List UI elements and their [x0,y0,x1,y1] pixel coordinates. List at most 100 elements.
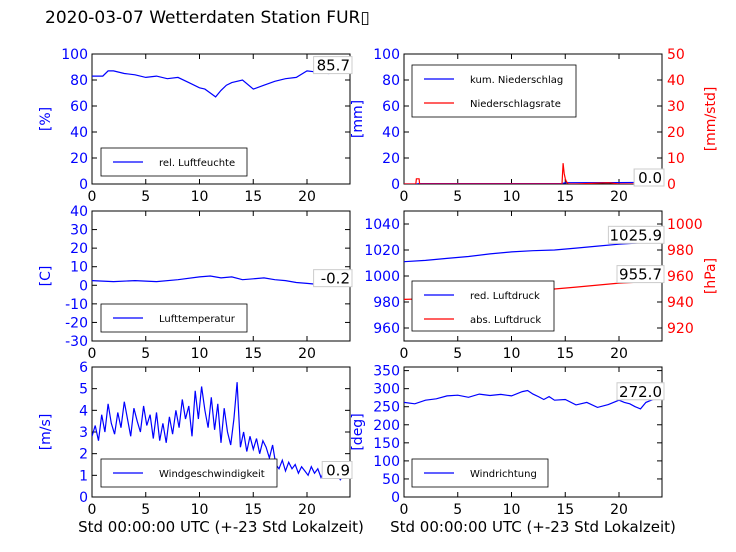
y-tick-label: 40 [382,125,400,141]
y-right-tick-label: 920 [667,321,694,337]
y-axis-label: [m/s] [38,414,54,451]
legend-entry: Lufttemperatur [159,314,236,325]
series-line-precip-1 [404,163,662,184]
x-tick-label: 10 [503,502,521,518]
last-value-box [607,225,665,244]
y-axis-label-right: [mm/std] [703,87,719,152]
y-tick-label: 30 [70,223,88,239]
y-tick-label: 60 [382,99,400,115]
last-value-box [321,461,353,479]
y-axis-label-right: [hPa] [703,258,719,294]
y-tick-label: 20 [70,241,88,257]
x-tick-label: 10 [191,189,209,205]
y-axis-label: [mm] [350,100,366,138]
y-tick-label: 0 [391,177,400,193]
y-right-tick-label: 10 [667,151,685,167]
y-tick-label: -10 [65,297,88,313]
y-tick-label: 6 [79,360,88,376]
x-tick-label: 20 [610,189,628,205]
legend-entry: red. Luftdruck [470,291,540,302]
y-right-tick-label: 940 [667,295,694,311]
last-value-box [616,382,665,401]
y-axis-label: [%] [38,107,54,131]
series-line-wind_speed-0 [92,382,350,481]
x-tick-label: 5 [453,189,462,205]
x-tick-label: 15 [556,346,574,362]
y-tick-label: 10 [70,260,88,276]
y-tick-label: 40 [70,125,88,141]
y-tick-label: 100 [373,47,400,63]
legend-entry: Windrichtung [470,469,537,480]
y-tick-label: 2 [79,447,88,463]
x-tick-label: 20 [298,189,316,205]
page-title: 2020-03-07 Wetterdaten Station FUR▯ [45,8,370,28]
x-tick-label: 0 [400,502,409,518]
chart-precip: 0 5 10 15 20 0 20 40 60 80 100 0 10 20 30 40 50 [mm] [mm/s… [350,47,719,205]
series-line-wind_direction-0 [404,389,662,410]
x-tick-label: 20 [610,502,628,518]
y-tick-label: 50 [382,472,400,488]
x-tick-label: 20 [298,502,316,518]
y-tick-label: 960 [373,321,400,337]
last-value-label: 0.9 [326,462,350,480]
y-tick-label: -20 [65,315,88,331]
x-tick-label: 10 [503,346,521,362]
y-tick-label: 20 [70,151,88,167]
legend-entry: Windgeschwindigkeit [159,469,265,480]
legend-entry: rel. Luftfeuchte [159,158,235,169]
y-tick-label: 20 [382,151,400,167]
legend-entry: Niederschlagsrate [470,99,561,110]
y-tick-label: 1 [79,468,88,484]
y-tick-label: 80 [70,73,88,89]
y-right-tick-label: 980 [667,243,694,259]
chart-temperature: 0 5 10 15 20 -30 -20 -10 0 10 20 30 40 [C] -0.2 Lufttem… [38,204,353,362]
y-axis-label: [deg] [350,413,366,450]
chart-wind_direction: 0 5 10 15 20050100150200250300350[deg]272.0W… [350,364,665,518]
legend-box [411,64,577,118]
x-tick-label: 20 [610,346,628,362]
x-tick-label: 5 [141,189,150,205]
series-line-humidity-0 [92,70,350,98]
y-right-tick-label: 1000 [667,217,703,233]
last-value-label: -0.2 [321,270,350,288]
y-tick-label: 0 [79,490,88,506]
chart-humidity: 0 5 10 15 20 0 20 40 60 80 100 [%] 85.7 rel. Luftfeuc… [38,47,353,205]
last-value-box [633,168,665,187]
y-tick-label: 350 [373,364,400,380]
chart-pressure: 0 5 10 15 2096098010001020104092094096098010… [364,210,719,362]
last-value-box [616,265,665,284]
x-tick-label: 5 [453,502,462,518]
x-tick-label: 15 [244,346,262,362]
x-tick-label: 10 [503,189,521,205]
series-line-pressure-0 [404,241,662,263]
y-tick-label: 980 [373,295,400,311]
x-tick-label: 0 [88,189,97,205]
x-tick-label: 15 [244,502,262,518]
y-tick-label: 0 [391,490,400,506]
last-value-box [313,269,353,288]
y-tick-label: -30 [65,334,88,350]
last-value-label: 955.7 [619,266,662,284]
x-tick-label: 15 [556,189,574,205]
y-right-tick-label: 30 [667,99,685,115]
y-tick-label: 4 [79,403,88,419]
last-value-label: 1025.9 [610,226,663,244]
x-tick-label: 0 [400,189,409,205]
y-tick-label: 0 [79,278,88,294]
y-tick-label: 1000 [364,269,400,285]
last-value-label: 0.0 [638,169,662,187]
x-tick-label: 10 [191,346,209,362]
x-axis-label: Std 00:00:00 UTC (+-23 Std Lokalzeit) [78,518,364,536]
last-value-box [313,56,353,75]
y-tick-label: 200 [373,418,400,434]
y-tick-label: 0 [79,177,88,193]
y-right-tick-label: 40 [667,73,685,89]
last-value-label: 272.0 [619,383,662,401]
y-tick-label: 1020 [364,243,400,259]
x-tick-label: 15 [556,502,574,518]
y-tick-label: 3 [79,425,88,441]
x-tick-label: 15 [244,189,262,205]
legend-entry: kum. Niederschlag [470,75,563,86]
y-tick-label: 100 [61,47,88,63]
